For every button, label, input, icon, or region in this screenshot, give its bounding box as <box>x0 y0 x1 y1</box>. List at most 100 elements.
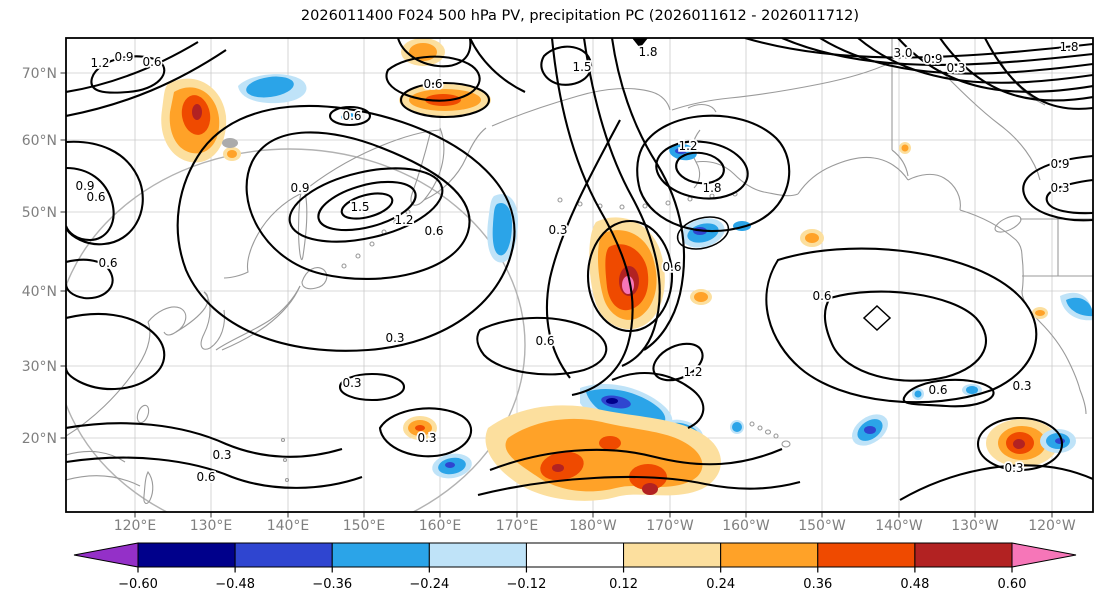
contour-label: 0.6 <box>535 334 554 348</box>
x-tick-label: 170°E <box>496 518 539 534</box>
contour-labels: 1.2 0.9 0.60.90.60.61.51.20.90.60.30.60.61… <box>74 38 1081 486</box>
contour-label: 0.6 <box>342 109 361 123</box>
pv-contour <box>90 55 166 94</box>
coastline <box>491 88 671 127</box>
shaded-anomaly <box>1066 297 1093 317</box>
coastline <box>280 437 286 443</box>
contour-label: 0.6 <box>98 256 117 270</box>
pv-contour <box>611 371 705 429</box>
coastline <box>757 425 763 431</box>
pv-contour <box>317 180 417 232</box>
x-tick-label: 180°W <box>569 518 617 534</box>
coastline <box>619 204 625 210</box>
contour-label: 0.3 <box>1012 379 1031 393</box>
shaded-anomaly <box>914 390 922 398</box>
pv-contour <box>899 464 1093 501</box>
contour-label: 0.6 <box>423 77 442 91</box>
coastline <box>355 253 361 259</box>
contour-label: 0.6 <box>196 470 215 484</box>
pv-contour <box>396 38 472 68</box>
shaded-anomaly <box>246 76 294 98</box>
coastline <box>907 173 961 211</box>
pv-contour <box>328 105 372 127</box>
pv-contour <box>66 166 115 242</box>
shaded-anomaly <box>599 436 621 450</box>
pv-contour <box>489 448 783 471</box>
contour-label: 3.0 <box>893 46 912 60</box>
coastline <box>687 196 693 202</box>
contour-label: 1.2 <box>683 365 702 379</box>
pv-contour <box>823 290 987 382</box>
contour-label: 0.3 <box>342 376 361 390</box>
coastline <box>301 267 328 290</box>
y-tick-label: 40°N <box>22 284 57 300</box>
colorbar-tick-label: 0.48 <box>900 577 929 592</box>
y-axis: 70°N 60°N 50°N 40°N 30°N 20°N <box>22 66 57 447</box>
coastline <box>143 470 154 505</box>
coastline <box>577 201 583 207</box>
colorbar-segment <box>817 542 916 568</box>
x-tick-label: 150°W <box>798 518 846 534</box>
pv-contour <box>857 38 1093 84</box>
shaded-anomaly <box>694 292 708 302</box>
contour-label: 0.9 <box>923 52 942 66</box>
coastline <box>557 197 563 203</box>
y-tick-label: 50°N <box>22 205 57 221</box>
coastline <box>773 433 779 439</box>
shaded-anomaly <box>492 202 512 256</box>
contour-label: 1.2 <box>394 213 413 227</box>
colorbar-tick-label: 0.60 <box>998 577 1027 592</box>
coastline <box>695 160 799 197</box>
contour-label: 0.9 <box>290 181 309 195</box>
pv-contour-group <box>66 38 1093 501</box>
pv-contour <box>765 247 1038 404</box>
contour-label: 0.6 <box>424 224 443 238</box>
coastline <box>1021 255 1087 415</box>
coastline <box>66 321 151 437</box>
pv-contour <box>550 38 634 397</box>
pv-contour <box>1022 154 1093 222</box>
x-tick-label: 140°E <box>267 518 310 534</box>
pv-contour <box>477 475 801 497</box>
x-axis: 120°E 130°E 140°E 150°E 160°E 170°E 180°W 170°W… <box>114 518 1076 534</box>
coastline <box>994 215 1022 233</box>
shaded-anomaly <box>1013 439 1025 449</box>
contour-label: 0.3 <box>1050 181 1069 195</box>
shaded-anomaly-group <box>161 38 1093 501</box>
shaded-anomaly <box>192 104 202 120</box>
coastline <box>221 285 301 351</box>
pv-contour <box>636 114 791 233</box>
contour-label: 1.2 <box>678 139 697 153</box>
pv-contour <box>655 140 749 200</box>
coastline <box>1020 218 1093 277</box>
figure-title: 2026011400 F024 500 hPa PV, precipitatio… <box>301 8 859 24</box>
coastline <box>797 156 909 195</box>
coastline <box>297 191 308 261</box>
x-tick-label: 130°E <box>190 518 233 534</box>
colorbar: −0.60 −0.48 −0.36 −0.24 −0.12 0.12 0.24 0.36 0.4… <box>73 542 1077 592</box>
y-tick-label: 60°N <box>22 133 57 149</box>
contour-label: 0.3 <box>212 448 231 462</box>
pv-contour <box>66 41 199 94</box>
verification-circle <box>66 148 526 512</box>
pv-contour <box>744 38 1093 59</box>
x-tick-label: 160°E <box>419 518 462 534</box>
pv-contour <box>984 38 1093 110</box>
pv-contour <box>545 119 621 379</box>
pv-contour <box>675 151 725 185</box>
pv-contour <box>586 219 674 333</box>
pv-contour <box>66 258 114 300</box>
pv-contour <box>378 407 473 458</box>
pv-contour <box>340 192 394 220</box>
colorbar-segment <box>525 542 625 568</box>
shaded-anomaly <box>445 462 455 468</box>
pv-contour <box>469 38 526 93</box>
colorbar-tick-label: 0.36 <box>803 577 832 592</box>
pv-contour <box>476 316 608 376</box>
pv-contour <box>399 81 491 119</box>
coastline <box>200 291 226 350</box>
contour-label: 0.6 <box>928 383 947 397</box>
colorbar-segment <box>720 542 819 568</box>
colorbar-tick-label: −0.24 <box>409 577 449 592</box>
